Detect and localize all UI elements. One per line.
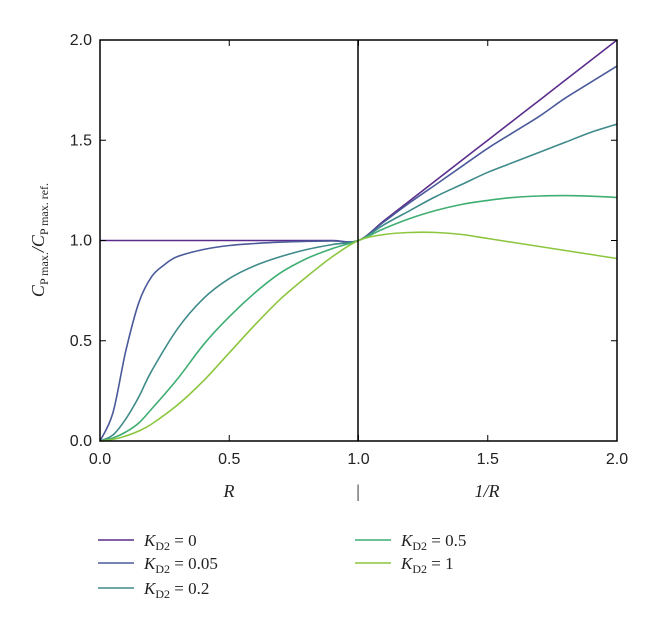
legend-label: KD2 = 0 xyxy=(143,531,197,553)
legend-label: KD2 = 1 xyxy=(400,554,454,576)
legend-item: KD2 = 0 xyxy=(98,531,197,553)
legend-item: KD2 = 1 xyxy=(355,554,454,576)
legend-item: KD2 = 0.05 xyxy=(98,554,218,576)
y-tick-label: 2.0 xyxy=(70,32,92,49)
y-tick-label: 1.5 xyxy=(70,132,92,149)
x-ticks: 0.0 0.5 1.0 1.5 2.0 xyxy=(89,40,628,468)
x-tick-label: 1.5 xyxy=(477,451,499,468)
x-tick-label: 0.0 xyxy=(89,451,111,468)
series-line-2 xyxy=(99,65,618,442)
y-ticks: 0.0 0.5 1.0 1.5 2.0 xyxy=(70,32,617,450)
legend-label: KD2 = 0.2 xyxy=(143,579,209,601)
legend-item: KD2 = 0.5 xyxy=(355,531,466,553)
y-tick-label: 1.0 xyxy=(70,233,92,250)
x-label-left: R xyxy=(223,481,235,501)
y-tick-label: 0.5 xyxy=(70,333,92,350)
x-label-right: 1/R xyxy=(475,481,500,501)
legend-item: KD2 = 0.2 xyxy=(98,579,209,601)
x-label-divider: | xyxy=(356,481,360,501)
series-line-3 xyxy=(99,123,618,442)
x-tick-label: 0.5 xyxy=(218,451,240,468)
legend-label: KD2 = 0.5 xyxy=(400,531,466,553)
y-axis-label: CP max./CP max. ref. xyxy=(28,183,51,297)
legend-label: KD2 = 0.05 xyxy=(143,554,218,576)
series-lines xyxy=(99,39,618,442)
y-tick-label: 0.0 xyxy=(70,433,92,450)
x-tick-label: 1.0 xyxy=(347,451,369,468)
x-tick-label: 2.0 xyxy=(606,451,628,468)
series-line-5 xyxy=(99,231,618,442)
series-line-4 xyxy=(99,194,618,442)
